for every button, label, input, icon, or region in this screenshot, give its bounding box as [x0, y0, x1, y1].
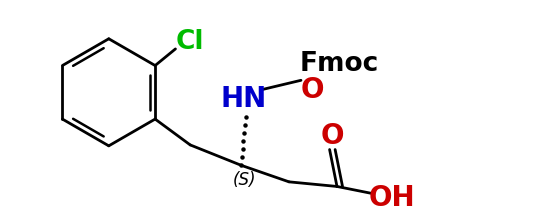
Text: Fmoc: Fmoc: [300, 51, 379, 77]
Text: OH: OH: [369, 184, 416, 212]
Text: HN: HN: [221, 85, 267, 113]
Text: Cl: Cl: [176, 29, 204, 54]
Text: O: O: [300, 75, 324, 103]
Text: (S): (S): [233, 171, 256, 189]
Text: O: O: [321, 122, 344, 150]
